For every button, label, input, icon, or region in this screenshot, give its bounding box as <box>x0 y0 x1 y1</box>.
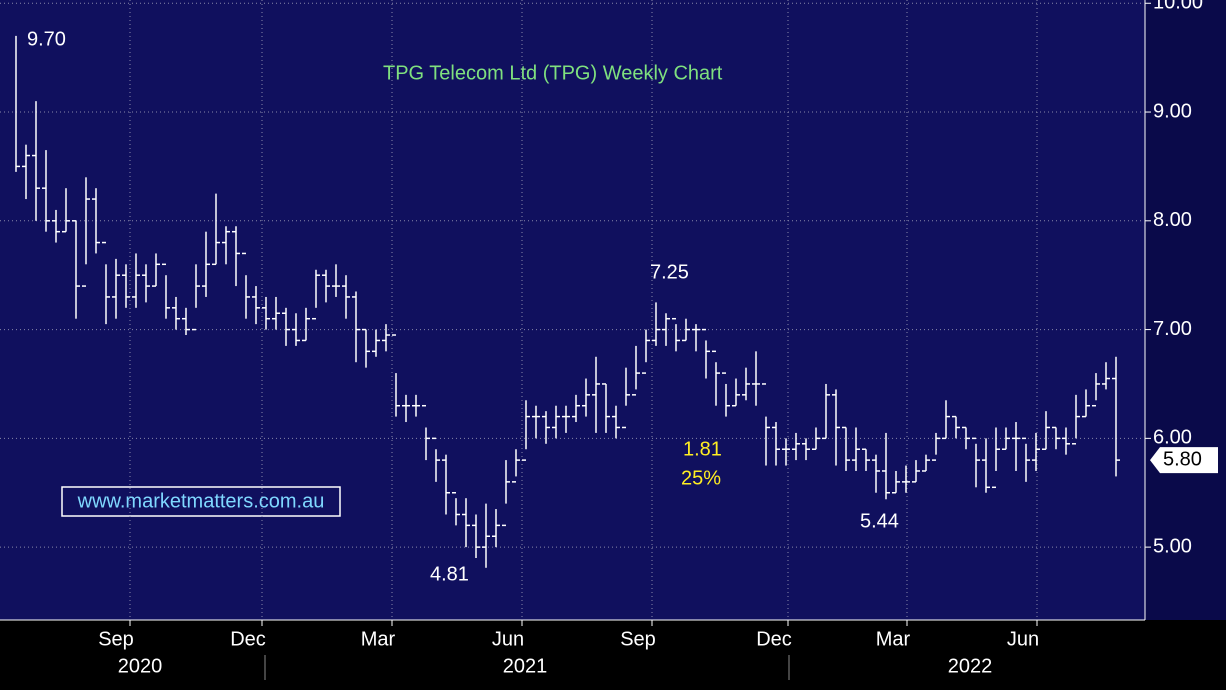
y-tick-label: 8.00 <box>1153 209 1192 231</box>
annotation: 4.81 <box>430 563 469 585</box>
x-tick-label: Jun <box>492 628 524 650</box>
y-tick-label: 9.00 <box>1153 100 1192 122</box>
year-label: 2021 <box>503 655 548 677</box>
annotation: 5.44 <box>860 510 899 532</box>
year-label: 2020 <box>118 655 163 677</box>
y-tick-label: 6.00 <box>1153 427 1192 449</box>
x-tick-label: Mar <box>361 628 396 650</box>
y-tick-label: 10.00 <box>1153 0 1203 14</box>
watermark: www.marketmatters.com.au <box>77 490 325 512</box>
x-tick-label: Sep <box>98 628 134 650</box>
x-tick-label: Jun <box>1007 628 1039 650</box>
annotation: 25% <box>681 467 721 489</box>
x-tick-label: Mar <box>876 628 911 650</box>
y-tick-label: 7.00 <box>1153 318 1192 340</box>
annotation: 1.81 <box>683 438 722 460</box>
last-price-label: 5.80 <box>1163 448 1202 470</box>
annotation: 9.70 <box>27 28 66 50</box>
watermark-box <box>61 486 341 517</box>
year-label: 2022 <box>948 655 993 677</box>
x-tick-label: Dec <box>230 628 266 650</box>
x-tick-label: Sep <box>620 628 656 650</box>
axis-background <box>1145 0 1226 620</box>
annotation: 7.25 <box>650 261 689 283</box>
last-price-marker <box>1150 447 1218 474</box>
chart-title: TPG Telecom Ltd (TPG) Weekly Chart <box>383 62 723 84</box>
x-tick-label: Dec <box>756 628 792 650</box>
y-tick-label: 5.00 <box>1153 535 1192 557</box>
plot-background <box>0 0 1226 620</box>
